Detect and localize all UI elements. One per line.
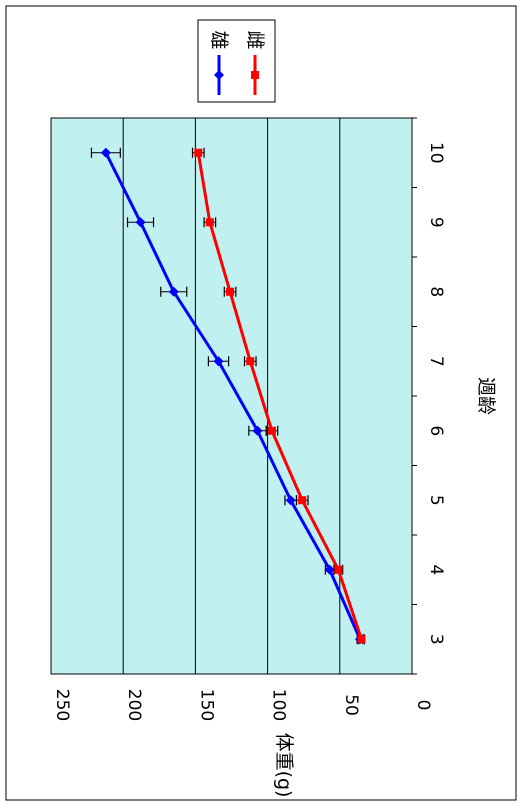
gridlines <box>122 118 341 674</box>
data-point <box>324 564 335 575</box>
y-tick-label: 250 <box>52 689 72 721</box>
data-point <box>267 426 276 435</box>
y-tick-label: 100 <box>269 689 289 721</box>
x-tick-label: 9 <box>426 217 446 228</box>
x-axis-title: 週齢 <box>475 377 497 415</box>
series-line <box>196 152 363 640</box>
legend-marker <box>214 70 224 80</box>
x-tick-label: 8 <box>426 286 446 297</box>
series-layer <box>90 147 366 645</box>
x-tick-label: 3 <box>426 634 446 645</box>
data-point <box>334 565 343 574</box>
data-point <box>246 357 255 366</box>
y-tick-label: 150 <box>196 689 216 721</box>
x-tick-label: 10 <box>426 142 446 164</box>
x-tick-label: 7 <box>426 356 446 367</box>
x-tick-label: 5 <box>426 495 446 506</box>
legend: 雄雌 <box>197 19 276 103</box>
legend-label: 雌 <box>244 30 266 49</box>
y-tick-label: 0 <box>413 700 433 711</box>
data-point <box>226 287 235 296</box>
axis-ticks <box>412 117 417 675</box>
legend-label: 雄 <box>208 30 230 49</box>
data-point <box>100 147 111 158</box>
y-tick-labels: 0 50 100 150 200 250 <box>52 689 433 721</box>
data-point <box>252 425 263 436</box>
x-tick-labels: 3 4 5 6 7 8 9 10 <box>426 142 446 645</box>
legend-box <box>197 19 276 103</box>
data-point <box>194 148 203 157</box>
plot-area <box>50 117 413 675</box>
data-point <box>213 356 224 367</box>
y-axis-title: 体重(g) <box>273 733 295 798</box>
data-point <box>298 496 307 505</box>
y-tick-label: 50 <box>341 694 361 716</box>
series-line <box>104 152 362 640</box>
y-tick-label: 200 <box>124 689 144 721</box>
data-point <box>285 495 296 506</box>
series-1 <box>90 147 366 645</box>
data-point <box>357 635 366 644</box>
x-tick-label: 4 <box>426 564 446 575</box>
series-2 <box>191 147 366 645</box>
data-point <box>205 218 214 227</box>
legend-marker <box>251 71 259 79</box>
data-point <box>168 286 179 297</box>
data-point <box>135 217 146 228</box>
x-tick-label: 6 <box>426 425 446 436</box>
